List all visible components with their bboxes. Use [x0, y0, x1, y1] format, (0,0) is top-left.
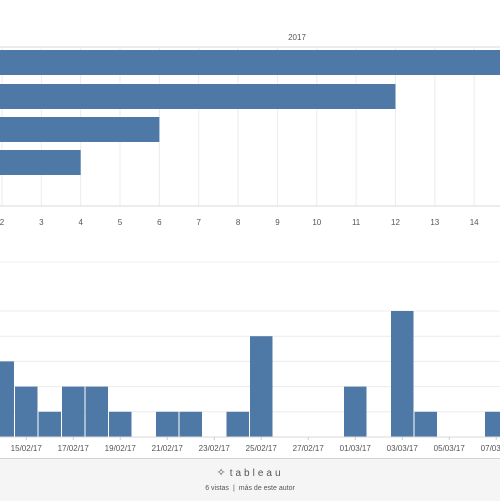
chart2-x-tick-label: 05/03/17	[434, 444, 466, 453]
chart2-bar	[485, 411, 500, 437]
chart2-x-tick-label: 21/02/17	[152, 444, 184, 453]
footer-separator: |	[232, 485, 235, 492]
chart2-x-tick-label: 25/02/17	[246, 444, 278, 453]
chart2-x-tick-label: 07/03/17	[481, 444, 500, 453]
footer-links: 6 vistas | más de este autor	[0, 485, 500, 492]
chart2-bar	[15, 386, 38, 437]
views-count: 6 vistas	[205, 485, 229, 492]
chart2-bar	[179, 411, 202, 437]
chart2-bar	[414, 411, 437, 437]
chart2-bar	[391, 311, 414, 437]
chart1-x-tick-label: 2	[0, 218, 5, 227]
chart2-bar	[0, 361, 14, 437]
chart1-x-tick-label: 5	[118, 218, 123, 227]
chart1-bar	[0, 150, 81, 175]
chart2-bar	[109, 411, 132, 437]
chart2-x-tick-label: 27/02/17	[293, 444, 325, 453]
chart1-x-tick-label: 14	[470, 218, 479, 227]
more-from-author-link[interactable]: más de este autor	[238, 485, 295, 492]
chart2-x-tick-label: 19/02/17	[105, 444, 137, 453]
chart2-bar	[344, 386, 367, 437]
chart1-x-tick-label: 4	[78, 218, 83, 227]
chart1-x-tick-label: 9	[275, 218, 280, 227]
chart1-header-label: 2017	[288, 33, 306, 42]
chart1-x-tick-label: 13	[430, 218, 439, 227]
tableau-logo[interactable]: ✧ tableau	[0, 466, 500, 479]
chart1-bar	[0, 84, 396, 109]
chart1-x-tick-label: 3	[39, 218, 44, 227]
tableau-logo-text: tableau	[229, 468, 284, 479]
chart2-x-tick-label: 15/02/17	[11, 444, 43, 453]
chart1-x-tick-label: 8	[236, 218, 241, 227]
tableau-plus-icon: ✧	[216, 467, 226, 479]
chart1-bar	[0, 50, 500, 75]
chart2-x-tick-label: 17/02/17	[58, 444, 90, 453]
chart2-bar	[156, 411, 179, 437]
dashboard-charts: 2017 2 3 4 5 6 7 8 9 10 11 12 13 14 15/02/17 17/02/17 19…	[0, 33, 500, 453]
chart1-x-tick-label: 7	[196, 218, 201, 227]
chart2-bar	[85, 386, 108, 437]
chart1-x-tick-label: 12	[391, 218, 400, 227]
chart1-x-tick-label: 6	[157, 218, 162, 227]
chart2-x-tick-label: 03/03/17	[387, 444, 419, 453]
chart2-bar	[250, 336, 273, 437]
chart2-x-tick-label: 01/03/17	[340, 444, 372, 453]
chart2-x-tick-label: 23/02/17	[199, 444, 231, 453]
chart2-bar	[62, 386, 85, 437]
chart1-x-tick-label: 10	[312, 218, 321, 227]
chart1-x-tick-label: 11	[352, 218, 361, 227]
embed-footer: ✧ tableau 6 vistas | más de este autor	[0, 458, 500, 501]
chart1-bar	[0, 117, 160, 142]
chart2-bar	[226, 411, 249, 437]
dashboard-viz: 2017 2 3 4 5 6 7 8 9 10 11 12 13 14 15/02/17 17/02/17 19…	[0, 33, 500, 453]
chart2-bar	[38, 411, 61, 437]
